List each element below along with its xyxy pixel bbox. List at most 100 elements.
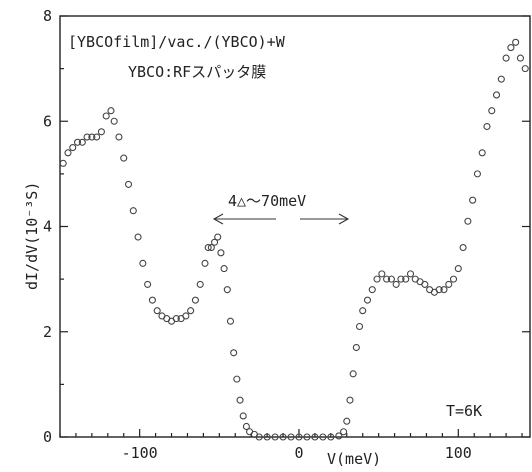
data-point [435, 286, 443, 294]
data-point [368, 286, 376, 294]
data-point [102, 112, 110, 120]
gap-annotation: 4△～70meV [228, 192, 306, 210]
data-point [172, 315, 180, 323]
data-point [473, 170, 481, 178]
data-point [483, 122, 491, 131]
data-point [239, 412, 247, 420]
data-point [210, 238, 219, 246]
right-arrow-head [338, 213, 350, 225]
data-point [387, 275, 395, 283]
data-point [129, 207, 137, 215]
data-point [346, 396, 354, 404]
data-point [295, 433, 303, 441]
data-point [214, 233, 222, 241]
x-tick-label: -100 [122, 444, 158, 462]
data-point [449, 275, 458, 283]
data-point [440, 286, 448, 294]
y-axis-ticks [60, 15, 530, 438]
y-tick-label: 4 [43, 218, 52, 236]
y-tick-label: 8 [43, 7, 52, 25]
data-point [327, 433, 335, 441]
data-point [69, 144, 77, 152]
data-point [363, 296, 372, 304]
data-point [459, 244, 467, 252]
y-axis-label: dI/dV(10⁻³S) [23, 182, 41, 290]
data-point [187, 307, 195, 315]
data-point [343, 417, 351, 425]
data-point [287, 433, 295, 441]
data-point [134, 233, 142, 241]
data-point [319, 433, 327, 441]
data-point [378, 270, 386, 278]
data-point [226, 317, 235, 325]
data-point [497, 75, 505, 83]
data-point [469, 196, 477, 204]
data-point [107, 107, 115, 115]
data-point [454, 265, 462, 273]
gap-arrows [212, 213, 350, 225]
data-point [478, 149, 486, 157]
data-point [521, 65, 529, 73]
data-point [207, 244, 215, 252]
data-point [349, 370, 357, 378]
data-point [110, 117, 118, 125]
data-point [421, 280, 429, 288]
data-point [255, 433, 263, 441]
data-point [97, 128, 105, 136]
x-tick-labels: -100 0 100 [122, 444, 472, 462]
data-point [355, 322, 364, 331]
data-point [340, 428, 348, 436]
data-point [230, 349, 238, 357]
y-tick-label: 2 [43, 323, 52, 341]
data-point [242, 422, 250, 431]
data-point [191, 296, 199, 304]
data-point [397, 275, 405, 283]
data-point [204, 244, 212, 252]
y-tick-labels: 0 2 4 6 8 [43, 7, 52, 446]
data-point [406, 270, 415, 278]
data-point [359, 307, 367, 315]
chart-title: [YBCOfilm]/vac./(YBCO)+W [68, 33, 286, 51]
data-point [73, 138, 82, 146]
data-point [507, 44, 515, 52]
data-point [352, 343, 360, 352]
data-point [279, 433, 287, 441]
data-point [383, 275, 391, 283]
data-point [148, 296, 156, 304]
data-point [223, 286, 231, 294]
x-tick-label: 100 [445, 444, 472, 462]
left-arrow-head [212, 213, 224, 225]
data-point [516, 54, 524, 62]
data-point [236, 396, 244, 404]
x-tick-label: 0 [294, 444, 303, 462]
data-points [59, 38, 529, 441]
x-axis-label: V(meV) [327, 450, 381, 467]
data-point [220, 265, 228, 273]
x-axis-ticks [59, 429, 523, 437]
data-point [233, 375, 241, 383]
data-point [83, 133, 91, 141]
data-point [124, 180, 133, 188]
y-tick-label: 0 [43, 428, 52, 446]
data-point [88, 133, 96, 141]
data-point [311, 433, 319, 441]
data-point [492, 91, 501, 99]
data-point [263, 433, 271, 441]
data-point [196, 280, 204, 288]
data-point [445, 280, 453, 288]
data-point [335, 432, 343, 440]
data-point [144, 280, 152, 288]
data-point [488, 107, 496, 115]
data-point [502, 54, 510, 62]
data-point [139, 259, 147, 267]
data-point [271, 433, 279, 441]
data-point [373, 275, 381, 283]
temperature-label: T=6K [446, 402, 482, 420]
y-tick-label: 6 [43, 112, 52, 130]
data-point [512, 38, 520, 46]
data-point [201, 259, 209, 267]
data-point [78, 138, 86, 146]
data-point [120, 154, 128, 162]
